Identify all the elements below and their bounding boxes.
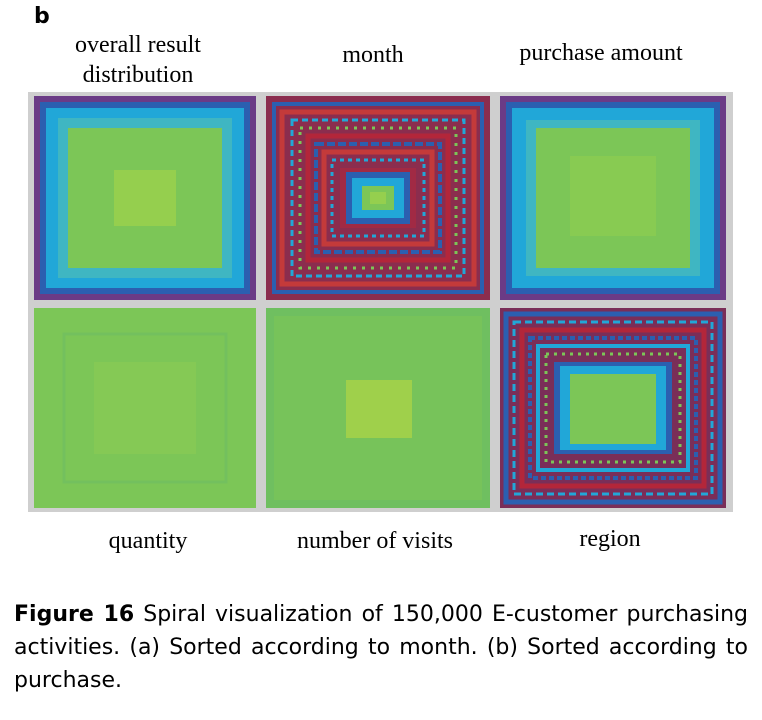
- spiral-number-of-visits: [266, 308, 490, 508]
- label-quantity: quantity: [108, 528, 188, 554]
- figure-number: Figure 16: [14, 602, 135, 627]
- spiral-overall-result-distribution: [34, 96, 256, 300]
- figure-caption: Figure 16 Spiral visualization of 150,00…: [14, 598, 748, 697]
- spiral-visualization-grid: [28, 92, 733, 512]
- label-number-of-visits: number of visits: [297, 528, 453, 554]
- spiral-quantity: [34, 308, 256, 508]
- label-overall-line2: distribution: [82, 62, 194, 88]
- spiral-purchase-amount: [500, 96, 726, 300]
- label-region: region: [579, 526, 641, 552]
- label-month: month: [342, 42, 404, 68]
- label-overall-result-distribution: overall result distribution: [48, 30, 228, 90]
- label-overall-line1: overall result: [75, 32, 201, 58]
- panel-letter: b: [34, 4, 50, 29]
- label-purchase-amount: purchase amount: [519, 40, 683, 66]
- figure-caption-text: Spiral visualization of 150,000 E-custom…: [14, 602, 748, 693]
- spiral-month: [266, 96, 490, 300]
- spiral-region: [500, 308, 726, 508]
